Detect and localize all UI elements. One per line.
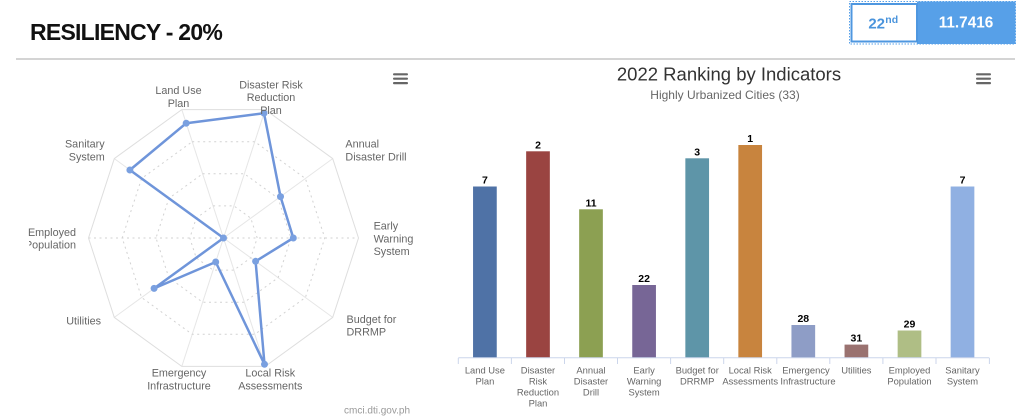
- svg-text:22: 22: [638, 273, 650, 285]
- svg-text:Disaster Drill: Disaster Drill: [345, 151, 406, 163]
- svg-text:System: System: [947, 376, 978, 387]
- svg-text:Land Use: Land Use: [465, 365, 505, 376]
- svg-text:Plan: Plan: [476, 376, 495, 387]
- svg-text:1: 1: [747, 133, 753, 145]
- svg-text:Highly Urbanized Cities (33): Highly Urbanized Cities (33): [650, 88, 799, 102]
- svg-text:31: 31: [851, 333, 863, 345]
- svg-text:System: System: [374, 246, 410, 258]
- svg-text:11: 11: [585, 197, 596, 209]
- svg-text:Sanitary: Sanitary: [65, 139, 105, 151]
- svg-text:Assessments: Assessments: [722, 376, 778, 387]
- svg-text:Plan: Plan: [168, 98, 190, 110]
- svg-text:Disaster Risk: Disaster Risk: [239, 79, 303, 91]
- svg-text:Employed: Employed: [889, 365, 931, 376]
- svg-text:Annual: Annual: [576, 365, 605, 376]
- svg-text:System: System: [69, 152, 105, 164]
- svg-text:Assessments: Assessments: [238, 380, 303, 392]
- svg-text:Population: Population: [887, 376, 931, 387]
- svg-text:Population: Population: [25, 240, 76, 252]
- svg-text:cmci.dti.gov.ph: cmci.dti.gov.ph: [344, 406, 410, 417]
- svg-text:Budget for: Budget for: [347, 314, 397, 326]
- svg-text:29: 29: [904, 319, 916, 331]
- svg-text:Plan: Plan: [260, 105, 282, 117]
- svg-text:Sanitary: Sanitary: [945, 365, 980, 376]
- svg-text:Annual: Annual: [345, 139, 379, 151]
- svg-text:nd: nd: [885, 14, 898, 26]
- svg-text:Land Use: Land Use: [155, 85, 201, 97]
- svg-text:Infrastructure: Infrastructure: [780, 376, 835, 387]
- svg-text:Local Risk: Local Risk: [729, 365, 773, 376]
- svg-text:Reduction: Reduction: [247, 92, 296, 104]
- svg-text:System: System: [628, 387, 659, 398]
- svg-text:2022 Ranking by Indicators: 2022 Ranking by Indicators: [617, 64, 841, 85]
- svg-text:Employed: Employed: [28, 227, 76, 239]
- svg-text:Early: Early: [374, 220, 399, 232]
- svg-text:22: 22: [868, 16, 885, 33]
- svg-text:3: 3: [694, 146, 700, 158]
- svg-text:Disaster: Disaster: [574, 376, 608, 387]
- svg-text:Disaster: Disaster: [521, 365, 555, 376]
- svg-text:7: 7: [482, 175, 488, 187]
- svg-text:Emergency: Emergency: [782, 365, 830, 376]
- svg-text:7: 7: [960, 175, 966, 187]
- svg-text:Reduction: Reduction: [517, 387, 559, 398]
- svg-text:Early: Early: [633, 365, 655, 376]
- svg-text:2: 2: [535, 139, 541, 151]
- svg-text:Emergency: Emergency: [152, 368, 207, 380]
- svg-text:Local Risk: Local Risk: [245, 367, 295, 379]
- svg-text:Plan: Plan: [529, 398, 548, 409]
- svg-text:Infrastructure: Infrastructure: [147, 381, 211, 393]
- svg-text:Utilities: Utilities: [66, 316, 101, 328]
- svg-text:Warning: Warning: [374, 233, 414, 245]
- svg-text:Budget for: Budget for: [676, 365, 719, 376]
- svg-text:DRRMP: DRRMP: [347, 327, 387, 339]
- svg-text:Warning: Warning: [627, 376, 662, 387]
- svg-text:Utilities: Utilities: [841, 365, 872, 376]
- svg-text:11.7416: 11.7416: [939, 14, 993, 31]
- svg-text:28: 28: [797, 313, 809, 325]
- svg-text:Drill: Drill: [583, 387, 599, 398]
- svg-text:Risk: Risk: [529, 376, 548, 387]
- svg-text:DRRMP: DRRMP: [680, 376, 714, 387]
